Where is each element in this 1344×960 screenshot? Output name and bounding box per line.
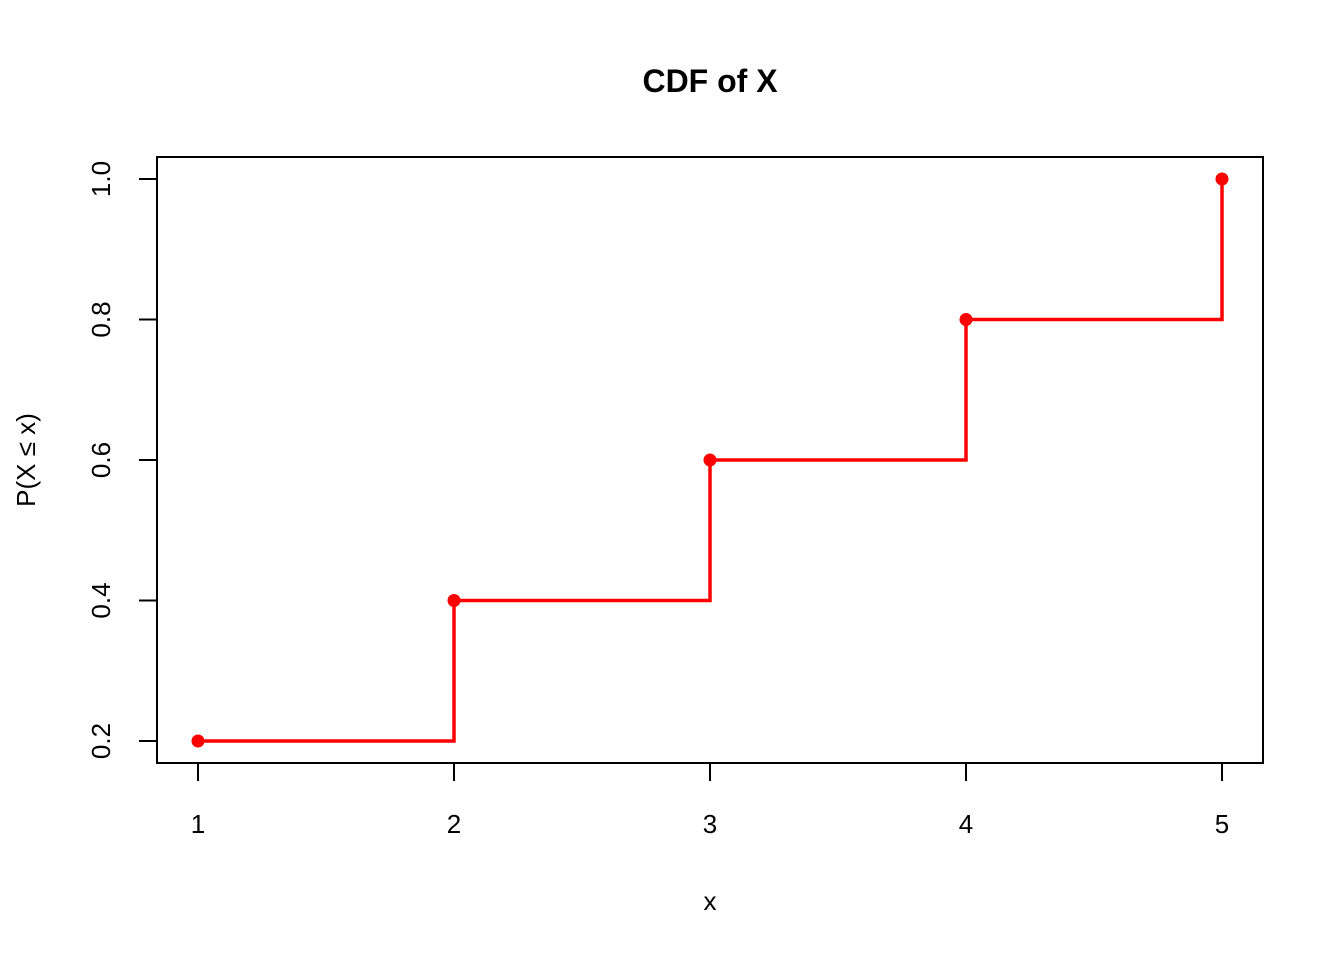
cdf-point (191, 734, 205, 748)
y-tick-label: 1.0 (86, 161, 116, 197)
cdf-point (447, 594, 461, 607)
x-tick-label: 2 (447, 809, 461, 839)
cdf-point (1215, 172, 1229, 186)
x-tick-label: 3 (703, 809, 717, 839)
x-tick-label: 4 (959, 809, 973, 839)
x-tick-label: 5 (1215, 809, 1229, 839)
y-tick-label: 0.8 (86, 301, 116, 337)
y-axis-label: P(X ≤ x) (11, 413, 41, 507)
x-tick-label: 1 (191, 809, 205, 839)
y-tick-label: 0.6 (86, 442, 116, 478)
y-tick-label: 0.4 (86, 582, 116, 618)
chart-title: CDF of X (642, 63, 778, 99)
cdf-series (191, 172, 1229, 748)
x-axis: 1 2 3 4 5 (191, 763, 1229, 839)
x-axis-label: x (704, 886, 717, 916)
cdf-point (959, 313, 973, 326)
y-tick-label: 0.2 (86, 723, 116, 759)
cdf-point (703, 453, 717, 467)
y-axis: 0.2 0.4 0.6 0.8 1.0 (86, 161, 157, 759)
